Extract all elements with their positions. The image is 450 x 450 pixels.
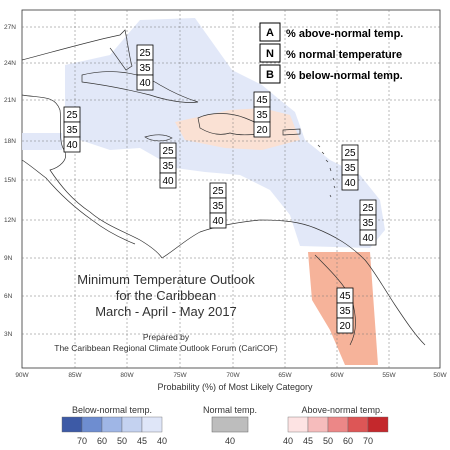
legend-above-value: 45 xyxy=(303,436,313,446)
legend-below-swatch xyxy=(121,416,143,433)
legend-below-label: Below-normal temp. xyxy=(72,405,152,415)
key-a-letter: A xyxy=(266,27,274,39)
legend-above-value: 70 xyxy=(363,436,373,446)
west-caribbean-below: 40 xyxy=(66,140,78,151)
bahamas-below: 40 xyxy=(139,78,151,89)
legend-below-value: 50 xyxy=(117,436,127,446)
legend-below-value: 45 xyxy=(137,436,147,446)
lesser-antilles-north-normal: 35 xyxy=(344,163,356,174)
lesser-antilles-south-below: 40 xyxy=(362,233,374,244)
lesser-antilles-north-below: 40 xyxy=(344,178,356,189)
longitude-tick-label: 60W xyxy=(330,372,344,379)
category-key: A % above-normal temp. N % normal temper… xyxy=(259,22,403,84)
jamaica-central-normal: 35 xyxy=(162,161,174,172)
legend-below-swatch xyxy=(61,416,83,433)
region-box-lesser-antilles-north: 25 35 40 xyxy=(341,144,359,191)
lesser-antilles-south-normal: 35 xyxy=(362,218,374,229)
longitude-tick-label: 65W xyxy=(278,372,292,379)
latitude-tick-label: 9N xyxy=(4,255,13,262)
bahamas-normal: 35 xyxy=(139,63,151,74)
legend-normal-value: 40 xyxy=(225,436,235,446)
jamaica-central-above: 25 xyxy=(162,146,174,157)
legend-normal: Normal temp. 40 xyxy=(203,405,257,446)
legend-above-value: 50 xyxy=(323,436,333,446)
title-line-3: March - April - May 2017 xyxy=(95,304,237,319)
legend-above-label: Above-normal temp. xyxy=(301,405,382,415)
legend-above-swatch xyxy=(347,416,369,433)
latitude-tick-label: 12N xyxy=(4,217,16,224)
region-box-guianas: 45 35 20 xyxy=(336,287,354,334)
longitude-tick-labels: 90W 85W 80W 75W 70W 65W 60W 55W 50W xyxy=(15,372,447,379)
key-n-text: % normal temperature xyxy=(286,49,402,61)
legend-below-normal: Below-normal temp. 70 60 50 45 40 xyxy=(61,405,167,446)
coastlines xyxy=(21,29,426,346)
legend-below-swatch xyxy=(141,416,163,433)
hispaniola-above: 45 xyxy=(256,95,268,106)
longitude-tick-label: 55W xyxy=(382,372,396,379)
region-box-west-caribbean: 25 35 40 xyxy=(63,106,81,153)
latitude-tick-label: 24N xyxy=(4,60,16,67)
longitude-tick-label: 70W xyxy=(226,372,240,379)
latitude-tick-label: 6N xyxy=(4,293,13,300)
guianas-normal: 35 xyxy=(339,306,351,317)
latitude-tick-label: 15N xyxy=(4,177,16,184)
lesser-antilles-south-above: 25 xyxy=(362,203,374,214)
probability-boxes: 25 35 40 25 35 40 45 35 20 25 35 40 xyxy=(63,44,377,334)
hispaniola-below: 20 xyxy=(256,125,268,136)
key-b-text: % below-normal temp. xyxy=(286,70,403,82)
southern-caribbean-normal: 35 xyxy=(212,201,224,212)
longitude-tick-label: 80W xyxy=(120,372,134,379)
legend-normal-label: Normal temp. xyxy=(203,405,257,415)
region-box-southern-caribbean: 25 35 40 xyxy=(209,182,227,229)
region-box-jamaica-central: 25 35 40 xyxy=(159,142,177,189)
map-title-block: Minimum Temperature Outlook for the Cari… xyxy=(54,272,278,353)
west-caribbean-above: 25 xyxy=(66,110,78,121)
southern-caribbean-above: 25 xyxy=(212,186,224,197)
longitude-tick-label: 90W xyxy=(15,372,29,379)
latitude-tick-label: 27N xyxy=(4,24,16,31)
key-n-letter: N xyxy=(266,48,274,60)
title-line-1: Minimum Temperature Outlook xyxy=(77,272,255,287)
southern-caribbean-below: 40 xyxy=(212,216,224,227)
legend-above-swatch xyxy=(307,416,329,433)
prepared-by-org: The Caribbean Regional Climate Outlook F… xyxy=(54,343,278,353)
bahamas-above: 25 xyxy=(139,48,151,59)
legend-title: Probability (%) of Most Likely Category xyxy=(157,382,313,392)
legend-below-swatch xyxy=(101,416,123,433)
latitude-tick-labels: 27N 24N 21N 18N 15N 12N 9N 6N 3N xyxy=(4,24,16,338)
longitude-tick-label: 50W xyxy=(433,372,447,379)
region-box-hispaniola: 45 35 20 xyxy=(253,91,271,138)
hispaniola-normal: 35 xyxy=(256,110,268,121)
region-box-lesser-antilles-south: 25 35 40 xyxy=(359,199,377,246)
lesser-antilles-north-above: 25 xyxy=(344,148,356,159)
legend-above-value: 40 xyxy=(283,436,293,446)
legend-normal-swatch xyxy=(211,416,249,433)
latitude-tick-label: 3N xyxy=(4,331,13,338)
longitude-tick-label: 75W xyxy=(173,372,187,379)
key-a-text: % above-normal temp. xyxy=(286,28,403,40)
legend-above-normal: Above-normal temp. 40 45 50 60 70 xyxy=(283,405,389,446)
legend-below-swatch xyxy=(81,416,103,433)
region-box-bahamas: 25 35 40 xyxy=(136,44,154,91)
latitude-tick-label: 18N xyxy=(4,138,16,145)
west-caribbean-normal: 35 xyxy=(66,125,78,136)
legend-above-swatch xyxy=(367,416,389,433)
legend-above-swatch xyxy=(287,416,309,433)
legend-below-value: 70 xyxy=(77,436,87,446)
lat-lon-gridlines xyxy=(22,10,440,368)
latitude-tick-label: 21N xyxy=(4,97,16,104)
title-line-2: for the Caribbean xyxy=(116,288,216,303)
key-b-letter: B xyxy=(266,69,274,81)
guianas-above: 45 xyxy=(339,291,351,302)
legend-above-value: 60 xyxy=(343,436,353,446)
legend-above-swatch xyxy=(327,416,349,433)
prepared-by-line: Prepared by xyxy=(143,332,190,342)
below-normal-region-west xyxy=(22,133,62,150)
legend-below-value: 60 xyxy=(97,436,107,446)
jamaica-central-below: 40 xyxy=(162,176,174,187)
legend-below-value: 40 xyxy=(157,436,167,446)
guianas-below: 20 xyxy=(339,321,351,332)
longitude-tick-label: 85W xyxy=(68,372,82,379)
